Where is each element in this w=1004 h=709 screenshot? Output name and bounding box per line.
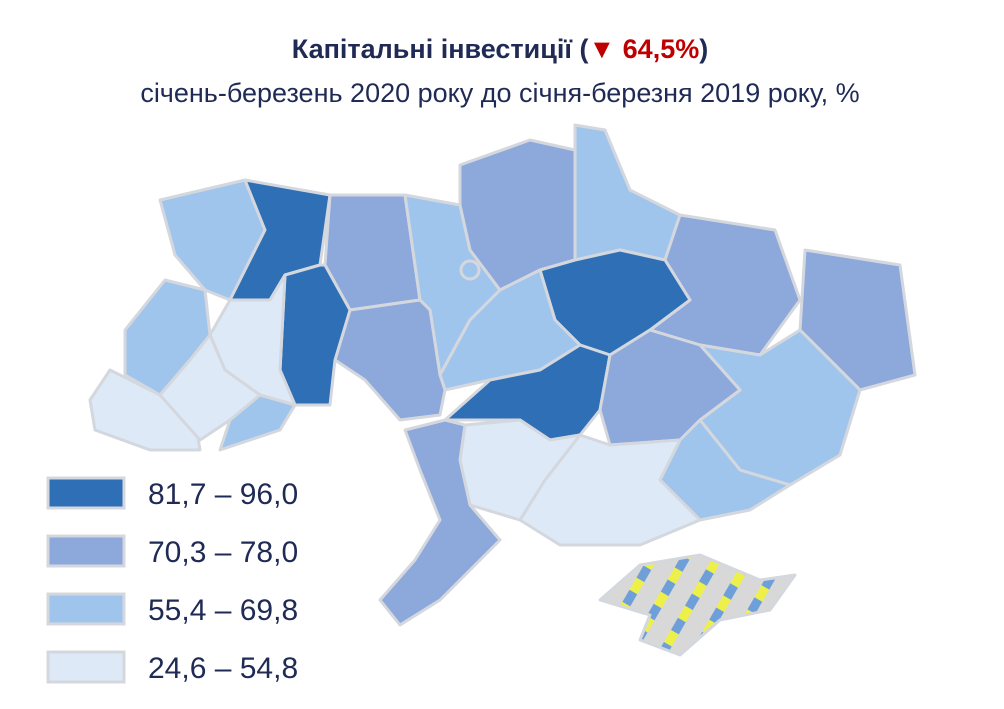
legend-swatch <box>46 476 126 510</box>
kyiv-city <box>459 259 481 281</box>
title-text: Капітальні інвестиції ( <box>292 34 589 64</box>
title: Капітальні інвестиції (▼ 64,5%) <box>292 34 708 64</box>
region <box>378 418 502 627</box>
legend: 81,7 – 96,0 70,3 – 78,0 55,4 – 69,8 24,6 – … <box>46 476 298 685</box>
legend-swatch <box>46 592 126 626</box>
legend-label: 55,4 – 69,8 <box>148 594 298 627</box>
subtitle: січень-березень 2020 року до січня-берез… <box>140 78 859 108</box>
legend-label: 70,3 – 78,0 <box>148 536 298 569</box>
crimea <box>598 553 797 657</box>
legend-label: 24,6 – 54,8 <box>148 652 298 685</box>
legend-label: 81,7 – 96,0 <box>148 478 298 511</box>
legend-swatch <box>46 534 126 568</box>
title-change: ▼ 64,5% <box>588 34 699 64</box>
legend-swatch <box>46 650 126 684</box>
region <box>333 298 447 422</box>
region <box>218 393 297 452</box>
title-close: ) <box>699 34 708 64</box>
map <box>88 123 917 657</box>
region <box>573 123 682 262</box>
region <box>798 248 917 392</box>
region <box>158 333 262 442</box>
